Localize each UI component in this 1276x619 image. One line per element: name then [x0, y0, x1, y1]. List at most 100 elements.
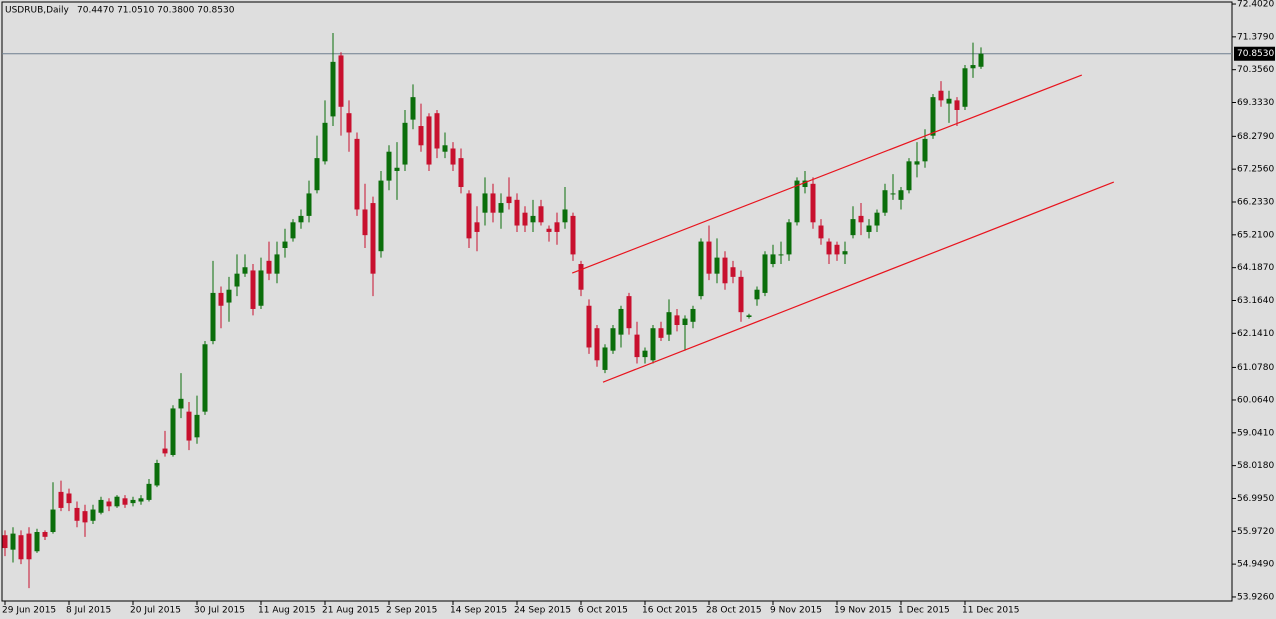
- candle-body: [114, 496, 120, 507]
- candle-body: [298, 215, 304, 223]
- candle-body: [946, 98, 952, 104]
- candle-body: [58, 491, 64, 508]
- candle-body: [74, 507, 80, 521]
- candle-body: [466, 193, 472, 239]
- candle-body: [178, 398, 184, 409]
- y-tick-label: 63.1640: [1237, 296, 1274, 306]
- candle-body: [146, 483, 152, 500]
- candle-body: [306, 193, 312, 216]
- candle-body: [138, 498, 144, 502]
- candle-body: [530, 215, 536, 223]
- candle-body: [242, 267, 248, 274]
- candle-body: [274, 254, 280, 274]
- candle-body: [650, 328, 656, 361]
- candle-body: [714, 257, 720, 274]
- candle-body: [402, 122, 408, 165]
- candle-body: [498, 203, 504, 213]
- candle-body: [98, 499, 104, 513]
- y-tick-label: 61.0780: [1237, 363, 1274, 373]
- trendline: [602, 181, 1115, 383]
- y-tick-label: 58.0180: [1237, 461, 1274, 471]
- candle-body: [42, 532, 48, 537]
- candle-body: [674, 315, 680, 326]
- candle-body: [234, 273, 240, 287]
- y-tick-label: 56.9950: [1237, 494, 1274, 504]
- candle-body: [282, 241, 288, 248]
- y-tick-label: 72.4020: [1237, 0, 1274, 10]
- candle-body: [154, 463, 160, 486]
- candle-body: [754, 289, 760, 300]
- candle-body: [106, 501, 112, 507]
- candle-body: [578, 264, 584, 290]
- candle-body: [18, 535, 24, 560]
- candle-body: [698, 241, 704, 297]
- x-tick-label: 24 Sep 2015: [514, 606, 571, 616]
- candle-body: [442, 145, 448, 152]
- candle-body: [850, 219, 856, 236]
- candle-body: [914, 161, 920, 165]
- candle-body: [66, 493, 72, 504]
- x-tick-label: 11 Aug 2015: [258, 606, 316, 616]
- candle-body: [938, 90, 944, 101]
- candle-body: [810, 183, 816, 223]
- candle-body: [954, 100, 960, 110]
- candle-body: [786, 222, 792, 255]
- candle-body: [562, 209, 568, 223]
- candle-body: [410, 97, 416, 120]
- candle-body: [906, 161, 912, 191]
- candle-body: [898, 190, 904, 200]
- candle-body: [354, 138, 360, 210]
- candle-body: [618, 308, 624, 335]
- candle-body: [330, 61, 336, 117]
- y-tick-label: 66.2330: [1237, 197, 1274, 207]
- candle-body: [546, 228, 552, 232]
- chart-title: USDRUB,Daily: [5, 6, 70, 16]
- candle-body: [642, 350, 648, 358]
- candle-body: [930, 97, 936, 136]
- candle-body: [690, 308, 696, 322]
- candle-body: [834, 244, 840, 255]
- candle-body: [866, 225, 872, 232]
- candle-body: [778, 254, 784, 256]
- candle-body: [506, 196, 512, 204]
- candle-body: [762, 254, 768, 293]
- x-tick-label: 14 Sep 2015: [450, 606, 507, 616]
- y-tick-label: 67.2560: [1237, 165, 1274, 175]
- x-tick-label: 20 Jul 2015: [130, 606, 181, 616]
- candle-body: [970, 65, 976, 69]
- candle-body: [418, 126, 424, 146]
- candle-body: [2, 535, 8, 549]
- candle-body: [434, 113, 440, 149]
- x-tick-label: 6 Oct 2015: [578, 606, 628, 616]
- candle-body: [738, 276, 744, 313]
- candle-body: [226, 289, 232, 303]
- x-tick-label: 2 Sep 2015: [386, 606, 437, 616]
- trendline: [571, 74, 1083, 274]
- candle-body: [610, 328, 616, 351]
- candle-body: [890, 193, 896, 195]
- x-tick-label: 11 Dec 2015: [962, 606, 1020, 616]
- y-tick-label: 53.9260: [1237, 592, 1274, 602]
- candle-body: [258, 270, 264, 306]
- x-tick-label: 28 Oct 2015: [706, 606, 762, 616]
- candle-body: [474, 222, 480, 232]
- x-tick-label: 21 Aug 2015: [322, 606, 380, 616]
- y-tick-label: 55.9720: [1237, 527, 1274, 537]
- candle-body: [538, 206, 544, 223]
- candle-body: [186, 411, 192, 441]
- candle-body: [218, 292, 224, 306]
- candle-body: [594, 328, 600, 361]
- candle-body: [266, 260, 272, 274]
- last-price-label: 70.8530: [1237, 49, 1274, 59]
- candle-body: [802, 180, 808, 188]
- candle-body: [666, 312, 672, 335]
- x-tick-label: 16 Oct 2015: [642, 606, 698, 616]
- candle-body: [314, 158, 320, 191]
- candle-body: [50, 509, 56, 533]
- y-tick-label: 54.9490: [1237, 560, 1274, 570]
- candle-body: [794, 180, 800, 223]
- candle-body: [554, 222, 560, 232]
- candle-body: [826, 241, 832, 255]
